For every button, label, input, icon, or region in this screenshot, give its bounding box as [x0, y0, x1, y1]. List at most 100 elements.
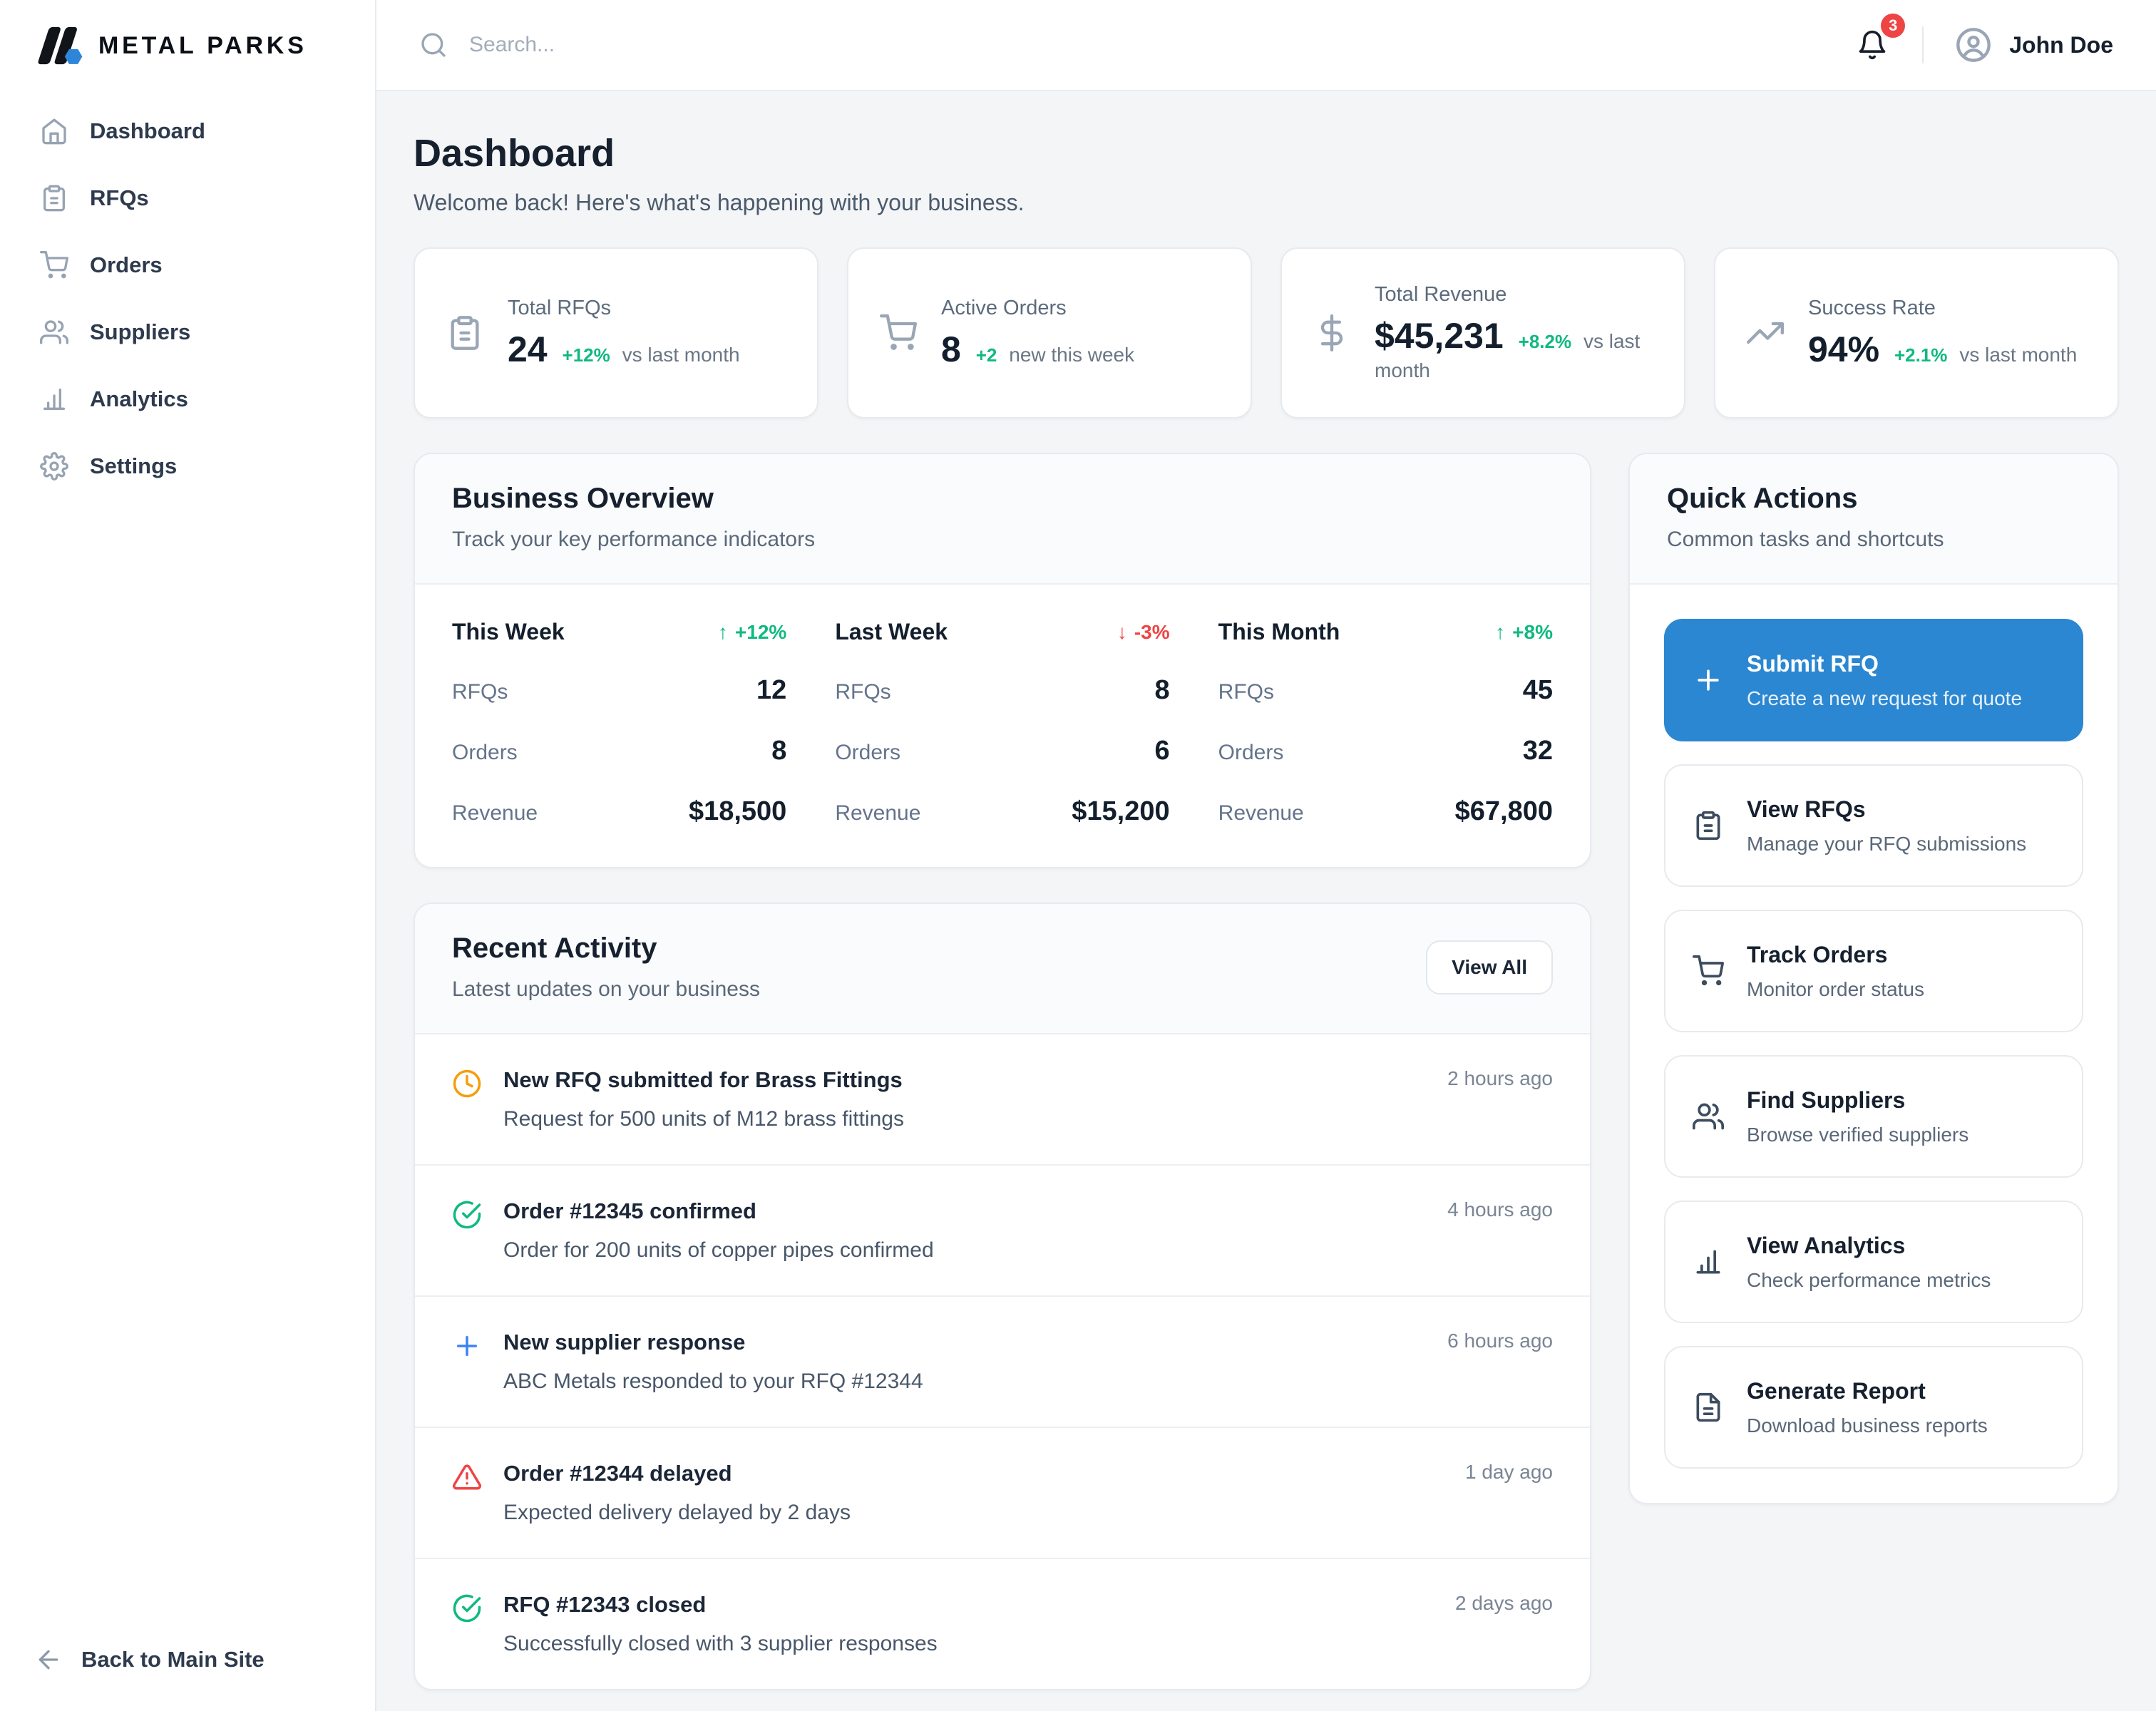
- stat-value: 24: [508, 329, 548, 369]
- quick-action-view-rfqs[interactable]: View RFQs Manage your RFQ submissions: [1664, 764, 2083, 887]
- user-menu[interactable]: John Doe: [1955, 26, 2113, 63]
- activity-title: New RFQ submitted for Brass Fittings: [503, 1067, 903, 1092]
- quick-action-generate-report[interactable]: Generate Report Download business report…: [1664, 1346, 2083, 1469]
- quick-actions-title: Quick Actions: [1667, 483, 1858, 514]
- search-bar: [419, 31, 1854, 59]
- activity-title: New supplier response: [503, 1330, 746, 1355]
- user-name: John Doe: [2009, 31, 2113, 58]
- activity-item: New supplier response 6 hours ago ABC Me…: [415, 1297, 1590, 1428]
- quick-action-submit-rfq[interactable]: Submit RFQ Create a new request for quot…: [1664, 619, 2083, 741]
- activity-item: New RFQ submitted for Brass Fittings 2 h…: [415, 1034, 1590, 1166]
- notifications-button[interactable]: 3: [1854, 14, 1906, 63]
- quick-action-title: Submit RFQ: [1747, 650, 1879, 677]
- clipboard-icon: [446, 314, 483, 351]
- brand-name: METAL PARKS: [98, 31, 307, 59]
- stat-value: 8: [941, 329, 961, 369]
- bar-chart-icon: [43, 389, 65, 410]
- activity-time: 6 hours ago: [1447, 1330, 1553, 1352]
- cart-icon: [40, 251, 68, 279]
- sidebar-item-label: RFQs: [90, 185, 149, 210]
- search-input[interactable]: [466, 31, 951, 58]
- search-icon: [421, 33, 446, 57]
- stat-label: Active Orders: [941, 296, 1067, 319]
- activity-item: Order #12345 confirmed 4 hours ago Order…: [415, 1166, 1590, 1297]
- stat-label: Total RFQs: [508, 296, 612, 319]
- cart-icon: [1693, 955, 1724, 986]
- sidebar-item-dashboard[interactable]: Dashboard: [20, 103, 355, 160]
- business-overview-header: Business Overview Track your key perform…: [415, 454, 1590, 585]
- activity-item: RFQ #12343 closed 2 days ago Successfull…: [415, 1559, 1590, 1689]
- quick-action-view-analytics[interactable]: View Analytics Check performance metrics: [1664, 1201, 2083, 1323]
- clock-icon: [452, 1069, 482, 1131]
- topbar-divider: [1922, 26, 1924, 63]
- recent-activity-title: Recent Activity: [452, 932, 657, 964]
- notification-badge: 3: [1881, 14, 1906, 38]
- sidebar: METAL PARKS Dashboard RFQs Orders Suppli…: [0, 0, 376, 1711]
- metal-parks-logo-icon: [38, 26, 83, 65]
- activity-description: Request for 500 units of M12 brass fitti…: [503, 1107, 904, 1131]
- activity-title: Order #12344 delayed: [503, 1461, 732, 1486]
- stat-change: +2.1%: [1894, 344, 1948, 366]
- stat-note: vs last month: [1959, 343, 2078, 366]
- back-to-main-site-link[interactable]: Back to Main Site: [0, 1608, 375, 1711]
- bar-chart-icon: [1696, 1250, 1720, 1274]
- activity-item: Order #12344 delayed 1 day ago Expected …: [415, 1428, 1590, 1559]
- quick-action-description: Check performance metrics: [1747, 1268, 1991, 1291]
- bo-trend: ↑ +8%: [1495, 620, 1553, 643]
- quick-action-title: View RFQs: [1747, 796, 1866, 822]
- topbar: 3 John Doe: [376, 0, 2156, 91]
- cart-icon: [880, 314, 917, 351]
- home-icon: [42, 118, 66, 145]
- quick-action-description: Create a new request for quote: [1747, 687, 2023, 709]
- stat-card-active-orders: Active Orders 8 +2 new this week: [847, 247, 1252, 418]
- topbar-right: 3 John Doe: [1854, 14, 2113, 63]
- page-title: Dashboard: [414, 132, 615, 175]
- main-content: Dashboard Welcome back! Here's what's ha…: [376, 91, 2156, 1711]
- bo-column-this-week: This Week ↑ +12% RFQs 12 Orders 8 Revenue $1…: [452, 619, 786, 827]
- quick-action-title: Track Orders: [1747, 941, 1888, 967]
- trend-up-arrow-icon: ↑: [717, 620, 728, 643]
- business-overview-card: Business Overview Track your key perform…: [414, 453, 1591, 868]
- recent-activity-list: New RFQ submitted for Brass Fittings 2 h…: [415, 1034, 1590, 1689]
- quick-action-find-suppliers[interactable]: Find Suppliers Browse verified suppliers: [1664, 1055, 2083, 1178]
- quick-actions-card: Quick Actions Common tasks and shortcuts…: [1628, 453, 2119, 1504]
- bo-row: Orders 6: [835, 736, 1170, 766]
- content-columns: Business Overview Track your key perform…: [414, 453, 2119, 1690]
- bo-row: Orders 32: [1218, 736, 1553, 766]
- page-subtitle: Welcome back! Here's what's happening wi…: [414, 190, 1025, 215]
- bo-row: Revenue $15,200: [835, 796, 1170, 826]
- clipboard-icon: [43, 185, 65, 212]
- sidebar-item-label: Orders: [90, 252, 163, 277]
- brand-logo[interactable]: METAL PARKS: [0, 0, 375, 103]
- arrow-left-icon: [38, 1650, 58, 1670]
- stat-label: Success Rate: [1808, 296, 1936, 319]
- quick-action-description: Download business reports: [1747, 1414, 1988, 1437]
- check-circle-icon: [452, 1593, 482, 1656]
- stat-note: vs last month: [1375, 330, 1641, 381]
- check-circle-icon: [452, 1200, 482, 1263]
- trend-down-arrow-icon: ↓: [1116, 620, 1127, 643]
- activity-time: 2 hours ago: [1447, 1067, 1553, 1089]
- plus-icon: [1698, 669, 1719, 691]
- sidebar-item-orders[interactable]: Orders: [20, 237, 355, 294]
- sidebar-item-label: Suppliers: [90, 319, 191, 344]
- stat-card-total-rfqs: Total RFQs 24 +12% vs last month: [414, 247, 818, 418]
- bo-period: This Month: [1218, 619, 1340, 644]
- user-avatar-icon: [1955, 26, 1992, 63]
- quick-action-title: Generate Report: [1747, 1377, 1926, 1404]
- bo-column-last-week: Last Week ↓ -3% RFQs 8 Orders 6 Revenue $15,…: [835, 619, 1169, 827]
- quick-action-description: Browse verified suppliers: [1747, 1123, 1969, 1146]
- activity-description: Order for 200 units of copper pipes conf…: [503, 1238, 934, 1262]
- dollar-icon: [1313, 314, 1350, 351]
- sidebar-item-suppliers[interactable]: Suppliers: [20, 304, 355, 361]
- activity-description: ABC Metals responded to your RFQ #12344: [503, 1370, 923, 1393]
- sidebar-item-analytics[interactable]: Analytics: [20, 371, 355, 428]
- quick-action-track-orders[interactable]: Track Orders Monitor order status: [1664, 910, 2083, 1032]
- view-all-button[interactable]: View All: [1426, 940, 1553, 995]
- bo-trend: ↑ +12%: [717, 620, 787, 643]
- sidebar-nav: Dashboard RFQs Orders Suppliers Analytic…: [0, 103, 375, 495]
- sidebar-item-settings[interactable]: Settings: [20, 438, 355, 495]
- sidebar-item-rfqs[interactable]: RFQs: [20, 170, 355, 227]
- recent-activity-card: Recent Activity Latest updates on your b…: [414, 903, 1591, 1690]
